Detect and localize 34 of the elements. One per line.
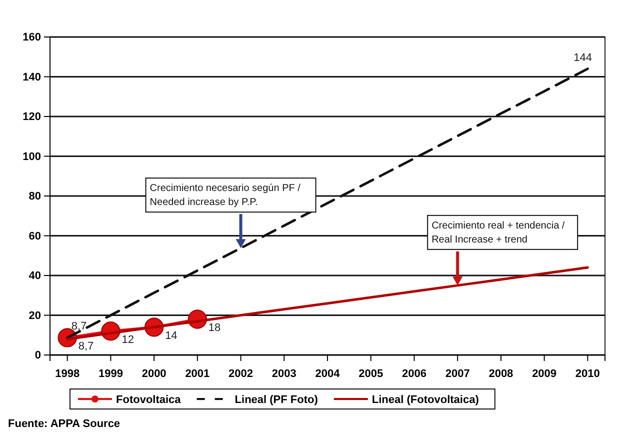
x-tick-label: 2004 [315,368,341,380]
x-tick-label: 2005 [358,368,384,380]
data-label: 12 [122,334,134,346]
x-tick-label: 2003 [272,368,296,380]
y-tick-label: 120 [22,111,41,124]
legend-label: Fotovoltaica [116,394,182,406]
y-tick-label: 80 [28,190,41,203]
source-note: Fuente: APPA Source [8,418,120,430]
data-label: 8,7 [78,340,94,353]
y-tick-label: 160 [22,32,41,44]
y-tick-label: 100 [22,150,41,163]
x-tick-label: 1998 [55,368,80,380]
x-tick-label: 2008 [488,368,514,380]
y-tick-label: 60 [28,230,41,242]
y-tick-label: 0 [34,350,41,362]
legend-label: Lineal (PF Foto) [234,394,318,406]
y-tick-label: 40 [28,270,41,282]
x-tick-label: 2002 [228,368,254,380]
data-label: 14 [165,330,178,342]
x-tick-label: 2000 [142,368,166,380]
y-tick-label: 140 [22,71,41,84]
x-tick-label: 2009 [532,368,557,380]
legend-label: Lineal (Fotovoltaica) [372,394,480,406]
y-tick-label: 20 [28,310,41,322]
x-tick-label: 2001 [185,368,210,380]
data-label: 8,7 [71,320,87,333]
data-label: 18 [208,322,221,334]
annotation: Crecimiento real + tendencia / Real Increase + trend [432,220,565,246]
x-tick-label: 2007 [445,368,470,380]
x-tick-label: 2006 [402,368,426,380]
x-tick-label: 1999 [98,368,123,380]
data-label: 144 [574,52,592,64]
annotation: Crecimiento necesario según PF / Needed increase by P.P. [150,183,301,208]
x-tick-label: 2010 [575,368,600,380]
